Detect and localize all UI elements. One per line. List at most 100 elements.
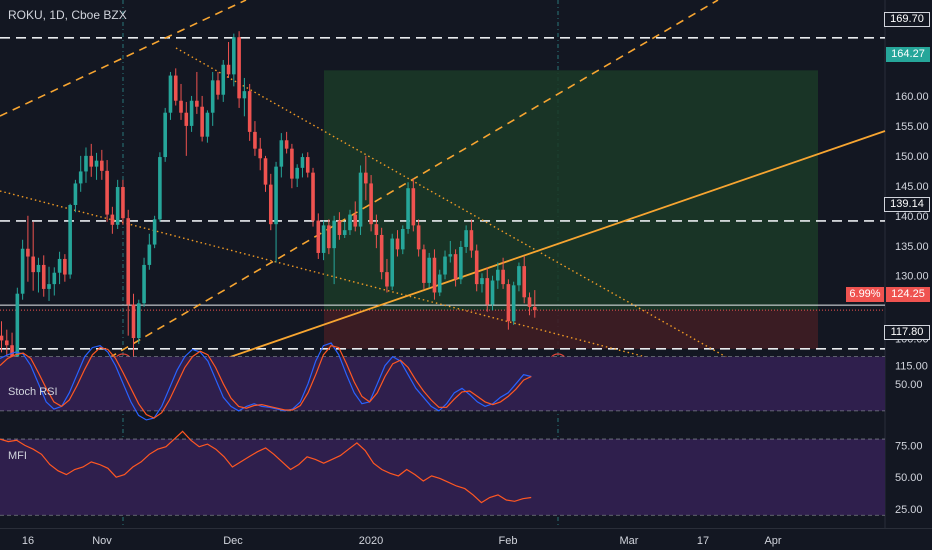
time-tick-label: Mar (620, 535, 639, 547)
candle-body (131, 304, 136, 339)
mfi-band (0, 439, 885, 516)
candle-body (316, 220, 321, 253)
candle-body (158, 157, 162, 220)
candle-body (84, 155, 88, 172)
candle-body (443, 256, 447, 275)
candle-body (242, 91, 247, 99)
time-tick-label: 17 (697, 535, 709, 547)
candle-body (52, 272, 57, 285)
mfi-label: MFI (8, 450, 27, 462)
mfi-tick-label: 50.00 (895, 472, 923, 484)
candle-body (184, 112, 189, 126)
candle-body (311, 172, 315, 221)
price-tick-label: 115.00 (895, 361, 928, 373)
candle-body (4, 340, 9, 346)
candle-body (501, 269, 505, 285)
candle-body (268, 184, 273, 225)
candle-body (258, 148, 263, 159)
candle-body (342, 230, 347, 235)
candle-body (110, 214, 115, 225)
candle-body (395, 238, 400, 250)
stoch-d-line (0, 345, 532, 419)
candle-body (369, 183, 373, 225)
candle-body (78, 171, 83, 184)
middle-channel-line (84, 0, 719, 373)
candle-body (221, 64, 226, 95)
time-tick-label: Feb (499, 535, 518, 547)
candle-body (532, 306, 537, 311)
candle-body (300, 157, 305, 168)
candle-body (427, 257, 431, 283)
candle-body (290, 148, 294, 179)
stoch-tick-label: 50.00 (895, 379, 923, 391)
price-tick-label: 145.00 (895, 181, 929, 193)
candle-body (432, 257, 437, 293)
candle-body (321, 225, 326, 253)
support-tag: 117.80 (884, 325, 930, 340)
candle-body (448, 254, 453, 257)
candle-body (126, 218, 131, 305)
candle-body (173, 75, 178, 101)
candle-body (147, 244, 152, 265)
candle-body (459, 246, 463, 280)
descending-resistance-line (175, 47, 761, 377)
percent-change-tag: 6.99% (846, 287, 884, 302)
target-price-tag: 164.27 (886, 47, 930, 62)
price-tick-label: 130.00 (895, 271, 929, 283)
time-tick-label: 16 (22, 535, 34, 547)
price-tick-label: 150.00 (895, 151, 929, 163)
candle-body (226, 64, 231, 75)
candle-body (200, 106, 204, 137)
candle-body (522, 266, 527, 298)
candle-body (284, 140, 289, 149)
candle-body (474, 250, 479, 285)
candle-body (390, 238, 395, 287)
resistance-mid-tag: 139.14 (884, 197, 930, 212)
candle-body (279, 140, 284, 167)
candle-body (527, 297, 532, 307)
time-tick-label: Nov (92, 535, 112, 547)
candle-body (121, 187, 125, 219)
resistance-top-tag: 169.70 (884, 12, 930, 27)
candle-body (506, 284, 511, 322)
time-tick-label: 2020 (359, 535, 383, 547)
candle-body (15, 293, 20, 367)
candle-body (105, 170, 109, 215)
stop-zone (324, 310, 818, 349)
candle-body (496, 269, 500, 281)
candle-body (406, 188, 410, 229)
candle-body (411, 188, 416, 226)
candle-body (400, 228, 405, 250)
candle-body (490, 280, 495, 305)
current-price-tag: 124.25 (886, 287, 930, 302)
candle-body (73, 183, 78, 206)
mfi-line (0, 430, 532, 504)
candle-body (358, 172, 363, 227)
candle-body (0, 335, 4, 341)
candle-body (517, 266, 521, 286)
candle-body (26, 248, 30, 257)
candle-body (205, 112, 210, 137)
candle-body (337, 220, 342, 235)
candle-body (142, 264, 146, 304)
candle-body (89, 155, 94, 167)
candle-body (464, 230, 468, 247)
price-tick-label: 155.00 (895, 121, 929, 133)
candle-body (115, 187, 120, 225)
candle-body (379, 234, 384, 273)
mfi-tick-label: 75.00 (895, 440, 923, 452)
mfi-tick-label: 25.00 (895, 504, 923, 516)
candle-body (41, 264, 46, 289)
candle-body (422, 249, 426, 283)
candle-body (353, 214, 358, 227)
candle-body (480, 278, 484, 285)
candle-body (189, 100, 194, 126)
rising-trend-line (174, 130, 886, 377)
time-tick-label: Apr (764, 535, 781, 547)
candle-body (63, 258, 67, 275)
price-tick-label: 140.00 (895, 211, 929, 223)
price-tick-label: 135.00 (895, 241, 929, 253)
candle-body (68, 205, 72, 275)
candle-body (210, 80, 215, 113)
